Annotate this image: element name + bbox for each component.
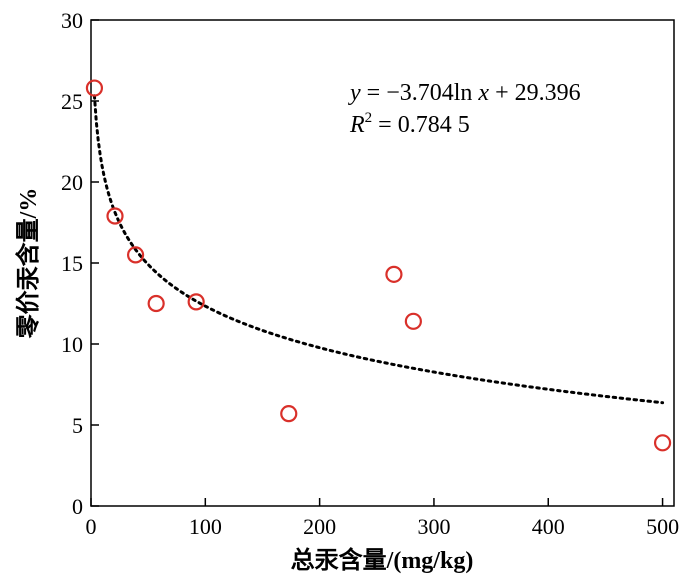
eq-body: = −3.704ln [361,80,479,106]
y-tick-label: 15 [61,251,83,276]
eq-y: y [348,80,361,106]
x-tick-label: 100 [189,514,222,539]
y-axis-title: 零价汞含量/% [14,188,42,340]
y-tick-label: 5 [72,413,83,438]
y-axis: 0 5 10 15 20 25 30 [61,8,99,519]
fit-curve [92,94,665,405]
data-point [385,265,403,283]
y-tick-label: 10 [61,332,83,357]
data-points [85,79,672,452]
data-point [147,294,165,313]
r2-superscript: 2 [365,110,373,126]
x-tick-label: 300 [417,514,450,539]
r2-symbol: R [349,112,365,138]
r2-value: = 0.784 5 [372,112,470,138]
x-tick-label: 0 [86,514,97,539]
data-point [187,293,205,311]
x-tick-label: 200 [303,514,336,539]
eq-x: x [477,80,489,106]
x-tick-label: 500 [646,514,679,539]
x-axis-title: 总汞含量/(mg/kg) [291,546,474,574]
data-point [85,79,104,97]
x-tick-label: 400 [532,514,565,539]
data-point [126,246,145,264]
y-tick-label: 30 [61,8,83,33]
y-tick-label: 20 [61,170,83,195]
data-point [280,405,298,423]
y-tick-label: 0 [72,494,83,519]
x-axis: 0 100 200 300 400 500 [86,498,679,539]
r-squared: R2 = 0.784 5 [349,110,470,138]
eq-constant: + 29.396 [489,80,581,106]
data-point [404,312,422,330]
y-tick-label: 25 [61,89,83,114]
data-point [106,207,124,225]
data-point [653,434,672,452]
fit-equation: y = −3.704ln x + 29.396 [348,80,581,106]
